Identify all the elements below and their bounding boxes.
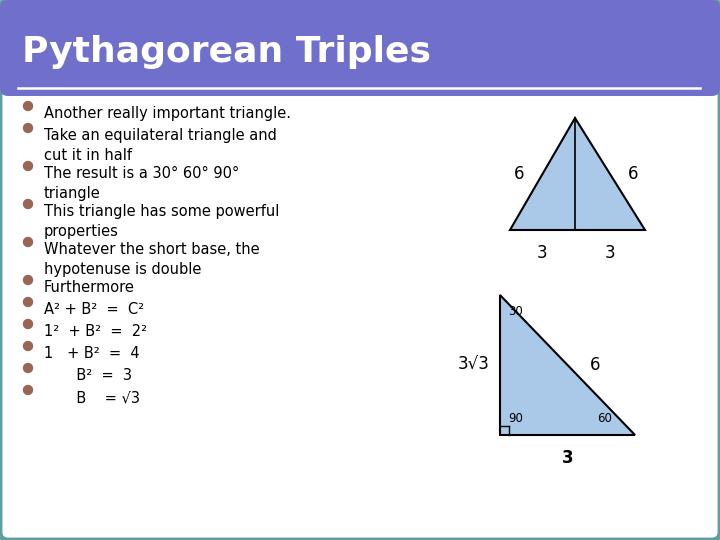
Text: 90: 90 bbox=[508, 412, 523, 425]
Text: 3: 3 bbox=[537, 244, 548, 262]
Polygon shape bbox=[510, 118, 645, 230]
Text: 1²  + B²  =  2²: 1² + B² = 2² bbox=[44, 324, 147, 339]
Text: The result is a 30° 60° 90°
triangle: The result is a 30° 60° 90° triangle bbox=[44, 166, 239, 201]
Text: 6: 6 bbox=[590, 356, 600, 374]
Text: Another really important triangle.: Another really important triangle. bbox=[44, 106, 291, 121]
Text: Take an equilateral triangle and
cut it in half: Take an equilateral triangle and cut it … bbox=[44, 128, 277, 163]
Circle shape bbox=[24, 102, 32, 111]
Text: Furthermore: Furthermore bbox=[44, 280, 135, 295]
Polygon shape bbox=[500, 295, 635, 435]
Text: A² + B²  =  C²: A² + B² = C² bbox=[44, 302, 144, 317]
Text: 1   + B²  =  4: 1 + B² = 4 bbox=[44, 346, 140, 361]
Text: 3: 3 bbox=[562, 449, 573, 467]
Text: Whatever the short base, the
hypotenuse is double: Whatever the short base, the hypotenuse … bbox=[44, 242, 260, 277]
Bar bbox=[8, 50, 712, 96]
Text: This triangle has some powerful
properties: This triangle has some powerful properti… bbox=[44, 204, 279, 239]
Circle shape bbox=[24, 124, 32, 132]
Circle shape bbox=[24, 161, 32, 171]
Text: 30: 30 bbox=[508, 305, 523, 318]
FancyBboxPatch shape bbox=[0, 0, 720, 96]
Circle shape bbox=[24, 238, 32, 246]
Text: 60: 60 bbox=[597, 412, 612, 425]
Circle shape bbox=[24, 275, 32, 285]
Text: 3: 3 bbox=[605, 244, 616, 262]
Text: Pythagorean Triples: Pythagorean Triples bbox=[22, 35, 431, 69]
Text: B²  =  3: B² = 3 bbox=[44, 368, 132, 383]
Text: 6: 6 bbox=[628, 165, 639, 183]
Circle shape bbox=[24, 298, 32, 307]
Circle shape bbox=[24, 363, 32, 373]
Text: 6: 6 bbox=[514, 165, 524, 183]
Text: B    = √3: B = √3 bbox=[44, 390, 140, 405]
Text: 3√3: 3√3 bbox=[458, 356, 490, 374]
Circle shape bbox=[24, 341, 32, 350]
Circle shape bbox=[24, 199, 32, 208]
Circle shape bbox=[24, 320, 32, 328]
Circle shape bbox=[24, 386, 32, 395]
